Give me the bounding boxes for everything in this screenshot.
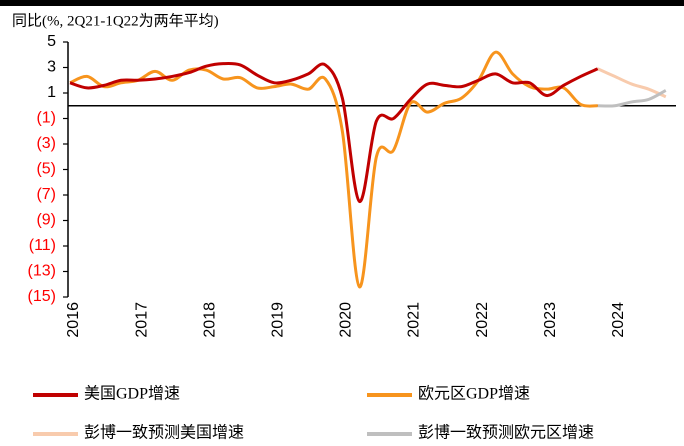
- x-tick-label: 2021: [406, 302, 423, 338]
- x-tick-label: 2019: [269, 302, 286, 338]
- x-tick-label: 2016: [65, 302, 82, 338]
- y-tick-label: (5): [36, 161, 56, 178]
- y-tick-label: 5: [47, 33, 56, 50]
- series-line: [69, 61, 599, 203]
- top-bar: [0, 0, 684, 6]
- y-tick-label: 1: [47, 84, 56, 101]
- x-tick-label: 2024: [610, 302, 627, 338]
- series-line: [597, 67, 667, 99]
- series-line: [69, 50, 598, 289]
- legend-label: 美国GDP增速: [84, 385, 180, 403]
- y-tick-label: (9): [36, 212, 56, 229]
- y-tick-label: 3: [47, 59, 56, 76]
- series-line: [597, 89, 667, 108]
- x-tick-label: 2020: [338, 302, 355, 338]
- y-tick-label: (15): [28, 288, 56, 305]
- y-tick-label: (13): [28, 263, 56, 280]
- x-tick-label: 2022: [474, 302, 491, 338]
- x-tick-label: 2017: [133, 302, 150, 338]
- legend-label: 彭博一致预测美国增速: [84, 424, 244, 442]
- chart-title: 同比(%, 2Q21-1Q22为两年平均): [12, 12, 219, 29]
- legend-label: 彭博一致预测欧元区增速: [418, 424, 594, 442]
- x-tick-label: 2018: [201, 302, 218, 338]
- x-tick-label: 2023: [542, 302, 559, 338]
- y-tick-label: (7): [36, 186, 56, 203]
- legend-label: 欧元区GDP增速: [418, 385, 530, 403]
- y-tick-label: (3): [36, 135, 56, 152]
- y-tick-label: (11): [29, 237, 56, 254]
- y-tick-label: (1): [36, 110, 56, 127]
